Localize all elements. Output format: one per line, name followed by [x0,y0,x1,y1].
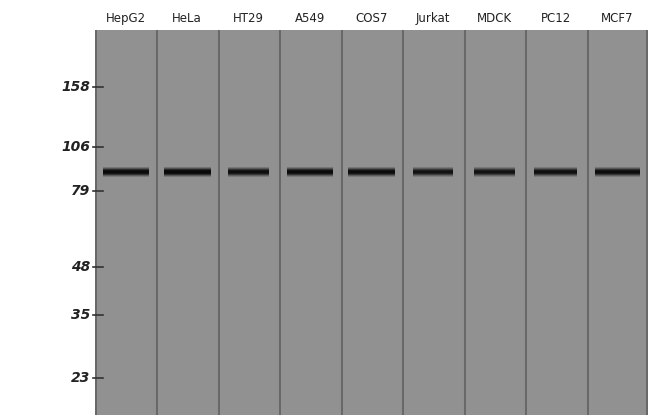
Bar [404,30,462,415]
Bar [525,30,527,415]
Bar [586,30,588,415]
Bar [220,30,278,415]
Text: 48: 48 [71,260,90,274]
Text: HeLa: HeLa [172,12,202,25]
Text: A549: A549 [295,12,325,25]
Bar [157,30,159,415]
Text: 106: 106 [61,140,90,154]
Bar [281,30,339,415]
Text: 158: 158 [61,80,90,94]
Text: MDCK: MDCK [477,12,512,25]
Bar [95,30,648,415]
Bar [280,30,281,415]
Bar [159,30,216,415]
Bar [588,30,646,415]
Bar [463,30,465,415]
Bar [218,30,220,415]
Bar [402,30,404,415]
Text: HepG2: HepG2 [106,12,146,25]
Bar [527,30,584,415]
Bar [97,30,155,415]
Text: MCF7: MCF7 [601,12,634,25]
Bar [95,30,97,415]
Text: PC12: PC12 [541,12,571,25]
Bar [343,30,400,415]
Text: 35: 35 [71,308,90,321]
Bar [646,30,648,415]
Bar [341,30,343,415]
Text: 79: 79 [71,184,90,199]
Text: Jurkat: Jurkat [416,12,450,25]
Text: COS7: COS7 [356,12,387,25]
Text: 23: 23 [71,371,90,385]
Text: HT29: HT29 [233,12,264,25]
Bar [465,30,523,415]
